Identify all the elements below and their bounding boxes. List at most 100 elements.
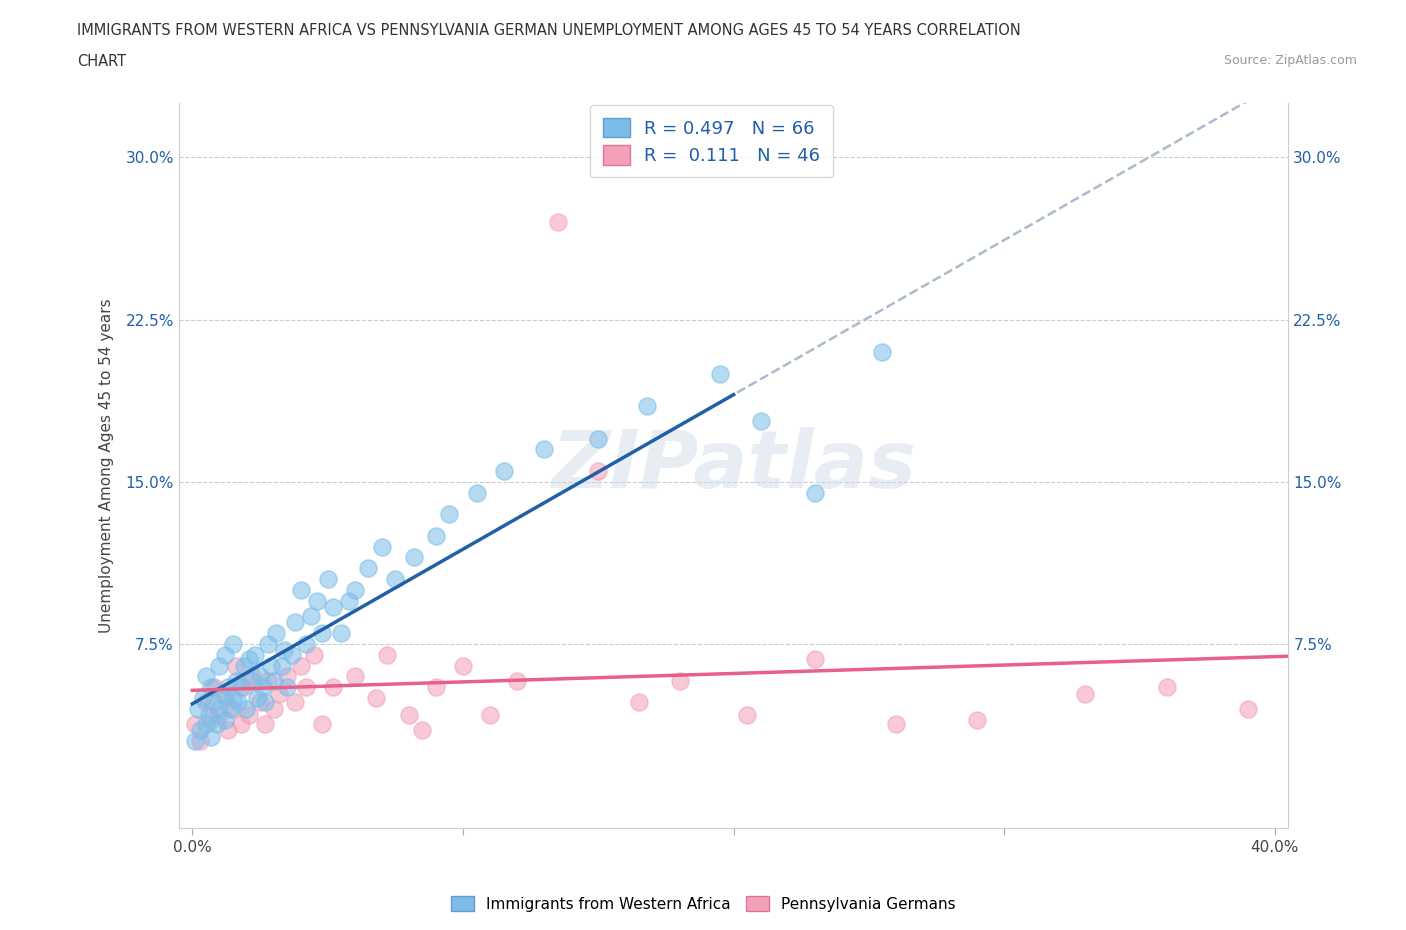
Point: [222, 691, 245, 706]
Point: [228, 695, 250, 710]
Point: [263, 673, 285, 688]
Point: [366, 691, 388, 706]
Point: [492, 463, 515, 478]
Point: [217, 723, 239, 737]
Point: [290, 658, 312, 673]
Point: [202, 680, 225, 695]
Point: [194, 716, 217, 731]
Point: [735, 708, 758, 723]
Point: [311, 626, 333, 641]
Point: [240, 673, 263, 688]
Point: [425, 680, 447, 695]
Point: [343, 669, 366, 684]
Point: [1156, 680, 1178, 695]
Point: [200, 712, 222, 727]
Point: [451, 658, 474, 673]
Point: [305, 593, 328, 608]
Point: [398, 708, 420, 723]
Point: [884, 716, 907, 731]
Point: [190, 723, 212, 737]
Point: [479, 708, 502, 723]
Point: [252, 680, 274, 695]
Point: [214, 691, 236, 706]
Point: [229, 680, 252, 695]
Point: [627, 695, 650, 710]
Point: [238, 708, 260, 723]
Point: [506, 673, 529, 688]
Point: [222, 636, 245, 651]
Point: [208, 701, 231, 716]
Point: [311, 716, 333, 731]
Text: IMMIGRANTS FROM WESTERN AFRICA VS PENNSYLVANIA GERMAN UNEMPLOYMENT AMONG AGES 45: IMMIGRANTS FROM WESTERN AFRICA VS PENNSY…: [77, 23, 1021, 38]
Point: [547, 215, 569, 230]
Point: [232, 658, 254, 673]
Point: [194, 695, 217, 710]
Point: [749, 414, 772, 429]
Point: [804, 485, 827, 500]
Point: [273, 643, 295, 658]
Point: [966, 712, 988, 727]
Point: [190, 734, 212, 749]
Point: [1237, 701, 1260, 716]
Point: [219, 701, 242, 716]
Point: [211, 686, 233, 701]
Point: [232, 680, 254, 695]
Point: [254, 716, 277, 731]
Point: [193, 691, 215, 706]
Point: [225, 673, 247, 688]
Point: [709, 366, 731, 381]
Point: [214, 647, 236, 662]
Y-axis label: Unemployment Among Ages 45 to 54 years: Unemployment Among Ages 45 to 54 years: [100, 299, 114, 632]
Point: [281, 647, 304, 662]
Point: [588, 432, 610, 446]
Point: [276, 680, 298, 695]
Point: [411, 723, 433, 737]
Point: [187, 701, 209, 716]
Point: [295, 636, 318, 651]
Point: [371, 539, 394, 554]
Point: [270, 658, 292, 673]
Point: [872, 345, 894, 360]
Point: [668, 673, 690, 688]
Point: [257, 673, 280, 688]
Point: [202, 695, 225, 710]
Point: [636, 399, 658, 414]
Point: [246, 691, 269, 706]
Point: [290, 582, 312, 597]
Point: [804, 652, 827, 667]
Point: [302, 647, 325, 662]
Legend: Immigrants from Western Africa, Pennsylvania Germans: Immigrants from Western Africa, Pennsylv…: [444, 889, 962, 918]
Point: [197, 708, 219, 723]
Point: [225, 658, 247, 673]
Point: [249, 669, 271, 684]
Point: [254, 695, 277, 710]
Point: [249, 695, 271, 710]
Point: [357, 561, 380, 576]
Point: [200, 729, 222, 744]
Point: [1074, 686, 1097, 701]
Point: [222, 701, 245, 716]
Point: [425, 528, 447, 543]
Text: CHART: CHART: [77, 54, 127, 69]
Point: [240, 669, 263, 684]
Point: [322, 600, 344, 615]
Point: [257, 636, 280, 651]
Text: ZIPatlas: ZIPatlas: [551, 427, 917, 505]
Point: [588, 463, 610, 478]
Legend: R = 0.497   N = 66, R =  0.111   N = 46: R = 0.497 N = 66, R = 0.111 N = 46: [591, 105, 832, 178]
Point: [284, 615, 307, 630]
Point: [214, 712, 236, 727]
Point: [184, 716, 207, 731]
Point: [263, 701, 285, 716]
Point: [200, 680, 222, 695]
Point: [384, 572, 406, 587]
Point: [533, 442, 555, 457]
Point: [229, 716, 252, 731]
Point: [316, 572, 339, 587]
Point: [465, 485, 488, 500]
Point: [208, 658, 231, 673]
Point: [343, 582, 366, 597]
Text: Source: ZipAtlas.com: Source: ZipAtlas.com: [1223, 54, 1357, 67]
Point: [337, 593, 360, 608]
Point: [208, 708, 231, 723]
